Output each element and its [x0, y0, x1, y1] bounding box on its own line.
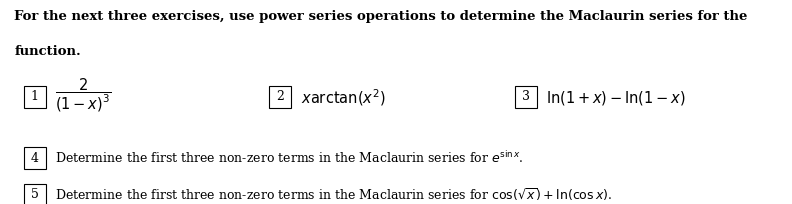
- Text: Determine the first three non-zero terms in the Maclaurin series for $e^{\sin x}: Determine the first three non-zero terms…: [55, 150, 524, 166]
- Text: For the next three exercises, use power series operations to determine the Macla: For the next three exercises, use power …: [14, 10, 748, 23]
- Text: 4: 4: [31, 152, 39, 165]
- Text: $\ln(1+x) - \ln(1-x)$: $\ln(1+x) - \ln(1-x)$: [546, 89, 687, 107]
- Text: $\dfrac{2}{(1-x)^3}$: $\dfrac{2}{(1-x)^3}$: [55, 77, 112, 114]
- Text: 2: 2: [276, 90, 284, 103]
- FancyBboxPatch shape: [269, 86, 291, 108]
- Text: $x\arctan(x^2)$: $x\arctan(x^2)$: [301, 88, 386, 108]
- FancyBboxPatch shape: [515, 86, 537, 108]
- Text: Determine the first three non-zero terms in the Maclaurin series for $\cos(\sqrt: Determine the first three non-zero terms…: [55, 186, 612, 203]
- Text: function.: function.: [14, 45, 81, 58]
- FancyBboxPatch shape: [24, 147, 46, 169]
- FancyBboxPatch shape: [24, 86, 46, 108]
- Text: 5: 5: [31, 188, 39, 201]
- Text: 1: 1: [31, 90, 39, 103]
- FancyBboxPatch shape: [24, 184, 46, 204]
- Text: 3: 3: [522, 90, 530, 103]
